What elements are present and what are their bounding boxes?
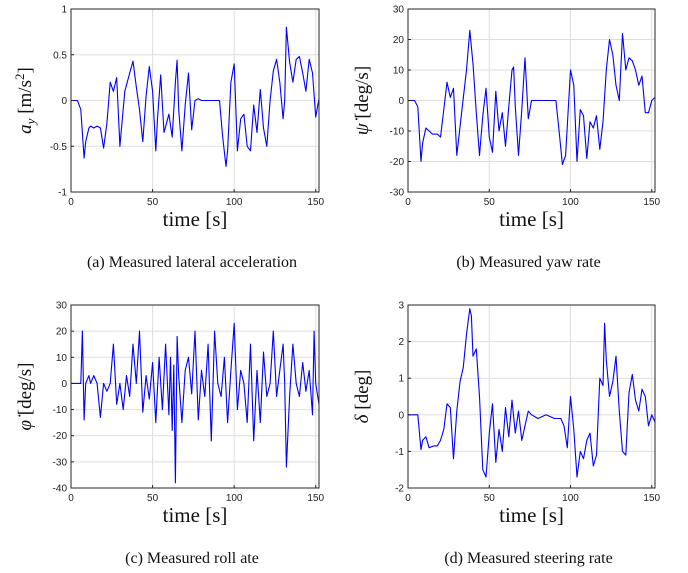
y-axis-label: ψ̇ [deg/s] <box>352 66 373 135</box>
x-tick-label: 100 <box>562 197 579 208</box>
y-axis-label: φ̇ [deg/s] <box>15 362 36 430</box>
x-axis-label: time [s] <box>163 503 228 527</box>
y-tick-label: -20 <box>53 431 68 442</box>
x-tick-label: 50 <box>147 493 159 504</box>
plot-frame <box>407 304 656 489</box>
series-line <box>71 322 320 484</box>
x-tick-label: 50 <box>147 197 159 208</box>
x-tick-label: 50 <box>484 493 496 504</box>
y-tick-label: 0 <box>398 96 404 107</box>
subfigure-caption: (c) Measured roll ate <box>125 550 259 567</box>
y-tick-label: 0.5 <box>53 50 67 61</box>
y-tick-label: 0 <box>61 96 67 107</box>
y-tick-label: 10 <box>393 66 405 77</box>
y-tick-label: 0 <box>61 379 67 390</box>
subfigure-caption: (d) Measured steering rate <box>444 550 612 567</box>
plot-frame <box>70 304 320 489</box>
y-axis-label: δ [deg] <box>352 370 373 424</box>
x-axis-label: time [s] <box>499 207 564 231</box>
x-tick-label: 150 <box>643 493 660 504</box>
subfigure-caption: (b) Measured yaw rate <box>456 254 600 271</box>
x-tick-label: 100 <box>226 197 243 208</box>
x-tick-label: 0 <box>405 493 411 504</box>
y-tick-label: -20 <box>390 157 405 168</box>
series-line <box>408 308 656 478</box>
y-tick-label: 20 <box>56 327 68 338</box>
y-tick-label: 20 <box>393 35 405 46</box>
y-tick-label: -0.5 <box>50 142 68 153</box>
y-tick-label: 1 <box>398 374 404 385</box>
x-tick-label: 0 <box>68 197 74 208</box>
panel-0: 0 50 100 150 -1 -0.5 0 0.5 1 time [s] ay [m/s2] (a)… <box>12 5 325 272</box>
x-tick-label: 0 <box>405 197 411 208</box>
y-tick-label: -10 <box>390 127 405 138</box>
y-tick-label: -30 <box>390 188 405 199</box>
panel-2: 0 50 100 150 -40 -30 -20 -10 0 10 20 30 time [s] φ̇ [… <box>15 301 325 568</box>
y-tick-label: 3 <box>398 301 404 312</box>
x-tick-label: 100 <box>226 493 243 504</box>
x-tick-label: 50 <box>484 197 496 208</box>
y-tick-label: 1 <box>61 5 67 16</box>
y-tick-label: -30 <box>53 457 68 468</box>
y-tick-label: 30 <box>56 301 68 312</box>
x-tick-label: 150 <box>307 197 324 208</box>
y-tick-label: -2 <box>395 484 404 495</box>
x-tick-label: 0 <box>68 493 74 504</box>
y-tick-label: -1 <box>395 447 404 458</box>
y-tick-label: 2 <box>398 337 404 348</box>
y-tick-label: -1 <box>58 188 67 199</box>
y-tick-label: 10 <box>56 353 68 364</box>
series-line <box>71 26 320 167</box>
x-tick-label: 150 <box>643 197 660 208</box>
y-axis-label: ay [m/s2] <box>12 67 38 134</box>
panel-1: 0 50 100 150 -30 -20 -10 0 10 20 30 time [s] ψ̇ [deg… <box>352 5 661 272</box>
y-tick-label: 0 <box>398 410 404 421</box>
x-axis-label: time [s] <box>499 503 564 527</box>
panel-3: 0 50 100 150 -2 -1 0 1 2 3 time [s] δ [deg] (d) Meas… <box>352 301 661 568</box>
y-tick-label: -40 <box>53 484 68 495</box>
x-tick-label: 150 <box>307 493 324 504</box>
y-tick-label: 30 <box>393 5 405 16</box>
series-line <box>408 29 656 166</box>
x-tick-label: 100 <box>562 493 579 504</box>
x-axis-label: time [s] <box>163 207 228 231</box>
subfigure-caption: (a) Measured lateral acceleration <box>87 254 297 271</box>
y-tick-label: -10 <box>53 405 68 416</box>
